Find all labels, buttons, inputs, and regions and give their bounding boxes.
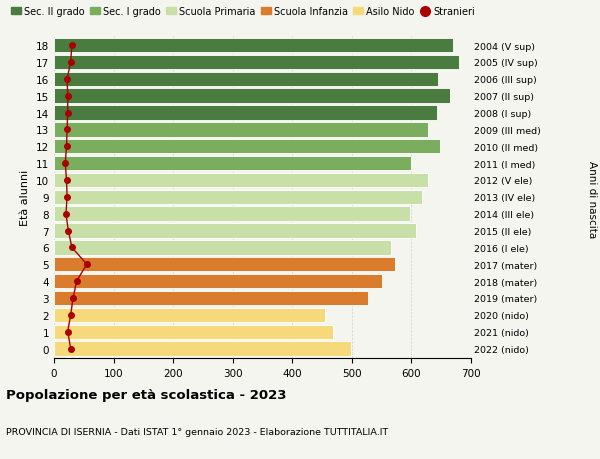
Bar (54, 224, 416, 238)
Bar (54, 241, 391, 255)
Bar (54, 39, 453, 53)
Legend: Sec. II grado, Sec. I grado, Scuola Primaria, Scuola Infanzia, Asilo Nido, Stran: Sec. II grado, Sec. I grado, Scuola Prim… (11, 7, 475, 17)
Text: Anni di nascita: Anni di nascita (587, 161, 597, 238)
Bar (54, 90, 450, 104)
Y-axis label: Età alunni: Età alunni (20, 169, 31, 225)
Bar (54, 274, 382, 289)
Text: PROVINCIA DI ISERNIA - Dati ISTAT 1° gennaio 2023 - Elaborazione TUTTITALIA.IT: PROVINCIA DI ISERNIA - Dati ISTAT 1° gen… (6, 427, 388, 436)
Bar (54, 341, 350, 356)
Bar (54, 190, 422, 205)
Bar (54, 123, 428, 137)
Bar (54, 73, 438, 87)
Bar (54, 174, 428, 188)
Bar (54, 56, 459, 70)
Bar (54, 207, 410, 221)
Bar (54, 106, 437, 120)
Bar (54, 257, 395, 272)
Bar (54, 140, 440, 154)
Text: Popolazione per età scolastica - 2023: Popolazione per età scolastica - 2023 (6, 388, 287, 401)
Bar (54, 291, 368, 305)
Bar (54, 308, 325, 322)
Bar (54, 325, 333, 339)
Bar (54, 157, 412, 171)
